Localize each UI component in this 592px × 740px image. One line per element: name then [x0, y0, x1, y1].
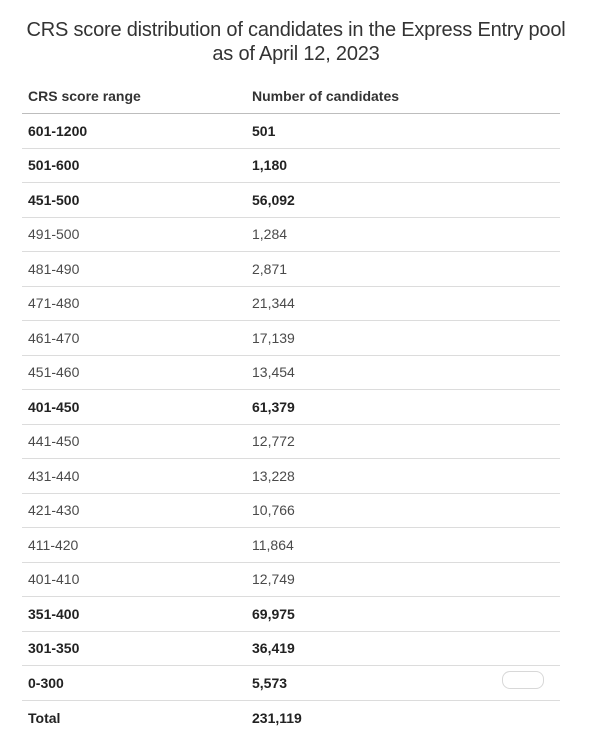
candidate-count-cell: 10,766: [252, 502, 295, 519]
table-row: 471-480 21,344: [22, 287, 560, 321]
candidate-count-cell: 21,344: [252, 295, 295, 312]
candidate-count-cell: 1,180: [252, 157, 288, 174]
score-range-cell: 451-460: [28, 364, 80, 381]
score-range-cell: 421-430: [28, 502, 80, 519]
score-range-cell: 501-600: [28, 157, 80, 174]
candidate-count-cell: 11,864: [252, 536, 294, 553]
score-range-cell: 411-420: [28, 536, 79, 553]
table-body: 601-1200 501 501-600 1,180 451-500 56,092 491-…: [22, 114, 560, 735]
table-row: 481-490 2,871: [22, 252, 560, 287]
score-range-cell: 451-500: [28, 191, 80, 208]
table-row: 441-450 12,772: [22, 425, 560, 459]
candidate-count-cell: 17,139: [252, 329, 295, 346]
table-row: 351-400 69,975: [22, 597, 560, 632]
candidate-count-cell: 2,871: [252, 260, 288, 277]
table-row: 401-410 12,749: [22, 563, 560, 597]
score-range-cell: 301-350: [28, 640, 80, 657]
column-header-count: Number of candidates: [252, 87, 400, 104]
table-row: 501-600 1,180: [22, 149, 560, 183]
candidate-count-cell: 69,975: [252, 605, 295, 622]
table-header-row: CRS score range Number of candidates: [22, 78, 560, 114]
score-range-cell: 431-440: [28, 467, 80, 484]
score-range-cell: 491-500: [28, 226, 80, 243]
table-row: 451-460 13,454: [22, 356, 560, 390]
table-row: 411-420 11,864: [22, 528, 560, 563]
score-range-cell: 441-450: [28, 433, 80, 450]
score-range-cell: 351-400: [28, 605, 80, 622]
score-range-cell: 401-450: [28, 398, 80, 415]
candidate-count-cell: 36,419: [252, 640, 295, 657]
score-range-cell: Total: [28, 709, 61, 726]
candidate-count-cell: 13,228: [252, 467, 295, 484]
crs-distribution-table: CRS score range Number of candidates 601…: [22, 78, 560, 735]
table-row: 451-500 56,092: [22, 183, 560, 218]
candidate-count-cell: 231,119: [252, 709, 302, 726]
page-title: CRS score distribution of candidates in …: [26, 19, 566, 65]
table-row: 421-430 10,766: [22, 494, 560, 528]
table-row: 431-440 13,228: [22, 459, 560, 494]
table-total-row: Total 231,119: [22, 701, 560, 736]
table-row: 0-300 5,573: [22, 666, 560, 701]
table-row: 301-350 36,419: [22, 632, 560, 666]
score-range-cell: 401-410: [28, 571, 80, 588]
candidate-count-cell: 56,092: [252, 191, 295, 208]
candidate-count-cell: 501: [252, 122, 276, 139]
score-range-cell: 461-470: [28, 329, 80, 346]
table-row: 601-1200 501: [22, 114, 560, 149]
candidate-count-cell: 1,284: [252, 226, 288, 243]
candidate-count-cell: 61,379: [252, 398, 295, 415]
table-row: 491-500 1,284: [22, 218, 560, 252]
score-range-cell: 601-1200: [28, 122, 88, 139]
candidate-count-cell: 12,749: [252, 571, 295, 588]
candidate-count-cell: 13,454: [252, 364, 295, 381]
candidate-count-cell: 12,772: [252, 433, 295, 450]
score-range-cell: 471-480: [28, 295, 80, 312]
column-header-range: CRS score range: [28, 87, 141, 104]
candidate-count-cell: 5,573: [252, 674, 288, 691]
score-range-cell: 0-300: [28, 674, 64, 691]
table-row: 401-450 61,379: [22, 390, 560, 425]
score-range-cell: 481-490: [28, 260, 80, 277]
watermark-badge: [502, 671, 544, 689]
table-row: 461-470 17,139: [22, 321, 560, 356]
